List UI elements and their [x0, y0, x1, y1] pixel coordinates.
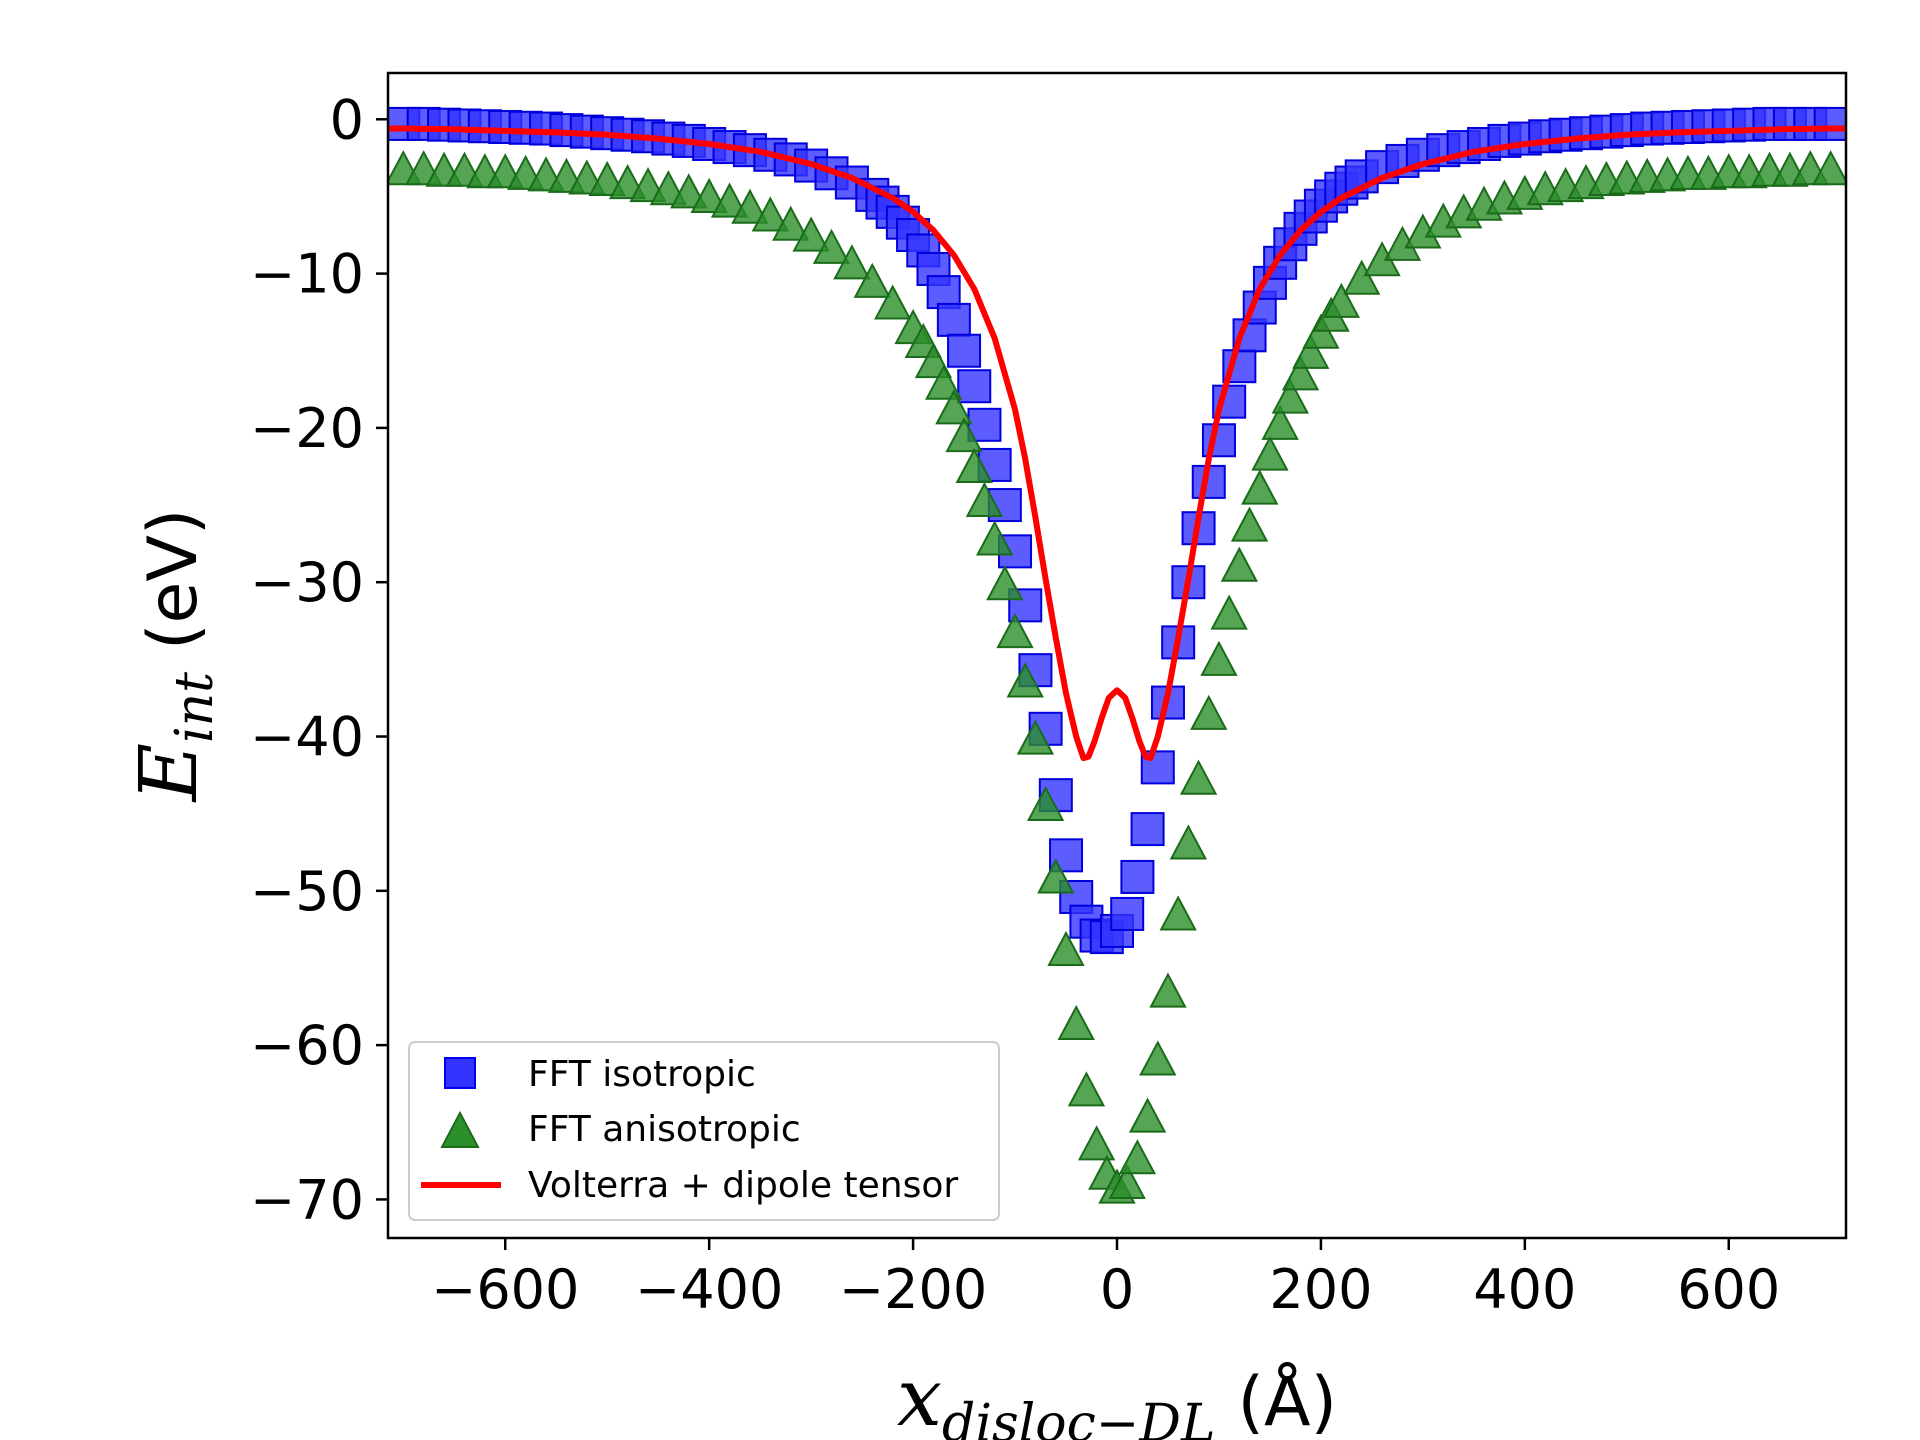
svg-text:Eint(eV): Eint (eV): [122, 509, 225, 804]
y-tick-label: 0: [330, 88, 364, 151]
aniso-point: [670, 173, 708, 209]
aniso-point: [1241, 469, 1279, 505]
y-axis-title: Eint (eV): [122, 509, 225, 804]
legend-label-isotropic: FFT isotropic: [528, 1054, 756, 1095]
y-tick-label: −50: [250, 860, 364, 923]
x-axis-var: x: [897, 1351, 942, 1440]
aniso-point: [751, 196, 790, 232]
y-axis-sub: int: [165, 672, 225, 743]
aniso-point: [833, 244, 871, 280]
aniso-point: [1057, 1004, 1095, 1041]
y-tick-label: −70: [250, 1168, 364, 1231]
x-tick-label: 400: [1473, 1258, 1576, 1321]
legend: FFT isotropic FFT anisotropic Volterra +…: [408, 1041, 1000, 1221]
aniso-point: [1169, 824, 1208, 860]
x-tick-label: 600: [1677, 1258, 1780, 1321]
aniso-point: [792, 216, 830, 252]
aniso-point: [1016, 719, 1055, 755]
iso-point: [957, 369, 992, 404]
aniso-point: [925, 364, 963, 400]
y-tick-label: −10: [250, 243, 364, 306]
aniso-point: [1077, 1125, 1116, 1161]
y-axis-unit: (eV): [134, 509, 213, 650]
x-tick-label: 0: [1100, 1258, 1134, 1321]
aniso-point: [935, 389, 973, 425]
aniso-point: [1261, 404, 1299, 440]
x-tick-label: 200: [1269, 1258, 1372, 1321]
aniso-point: [1037, 858, 1075, 894]
aniso-point: [812, 228, 851, 264]
x-tick-label: −200: [839, 1258, 987, 1321]
aniso-point: [975, 520, 1014, 556]
x-axis-title: xdisloc−DL (Å): [897, 1351, 1337, 1440]
x-axis: −600 −400 −200 0 200 400 600: [431, 1238, 1780, 1321]
y-tick-label: −60: [250, 1014, 364, 1077]
aniso-point: [1812, 150, 1846, 186]
aniso-point: [965, 481, 1004, 517]
aniso-point: [1200, 640, 1238, 676]
aniso-point: [1108, 1163, 1146, 1199]
iso-point: [1120, 859, 1155, 894]
legend-marker-anisotropic: [440, 1110, 480, 1148]
aniso-point: [1281, 355, 1320, 391]
legend-label-anisotropic: FFT anisotropic: [528, 1109, 801, 1150]
aniso-point: [1179, 759, 1218, 795]
aniso-point: [690, 177, 728, 213]
aniso-point: [731, 188, 769, 224]
aniso-point: [1139, 1040, 1177, 1076]
aniso-point: [1292, 333, 1330, 369]
aniso-point: [1067, 1071, 1106, 1107]
x-axis-unit: (Å): [1238, 1361, 1338, 1440]
aniso-point: [1343, 259, 1381, 295]
volterra-line: [388, 125, 1846, 762]
iso-point: [936, 302, 971, 337]
iso-point: [1130, 812, 1165, 847]
x-axis-sub: disloc−DL: [942, 1394, 1215, 1440]
iso-point: [947, 333, 982, 368]
y-axis: 0 −10 −20 −30 −40 −50 −60 −70: [250, 88, 388, 1231]
aniso-point: [1220, 546, 1259, 582]
iso-point: [1813, 106, 1846, 141]
aniso-point: [1047, 930, 1085, 966]
aniso-point: [1210, 594, 1248, 630]
legend-label-volterra: Volterra + dipole tensor: [528, 1165, 958, 1206]
aniso-point: [1149, 972, 1187, 1008]
aniso-point: [986, 565, 1024, 601]
aniso-point: [1128, 1097, 1167, 1133]
aniso-point: [1118, 1139, 1157, 1175]
x-tick-label: −400: [635, 1258, 783, 1321]
aniso-point: [1026, 785, 1065, 821]
aniso-point: [945, 417, 983, 453]
aniso-point: [1271, 378, 1309, 414]
aniso-point: [710, 182, 749, 218]
aniso-point: [955, 447, 993, 484]
aniso-point: [1159, 895, 1197, 931]
aniso-point: [1322, 282, 1360, 318]
aniso-point: [1230, 506, 1269, 542]
x-tick-label: −600: [431, 1258, 579, 1321]
y-tick-label: −30: [250, 551, 364, 614]
aniso-point: [772, 205, 810, 241]
aniso-point: [996, 612, 1034, 649]
series-volterra-dipole: [388, 125, 1846, 762]
aniso-point: [1190, 694, 1228, 730]
legend-box: [408, 1041, 1000, 1221]
aniso-point: [1006, 662, 1044, 698]
aniso-point: [874, 284, 912, 320]
svg-text:xdisloc−DL(Å): xdisloc−DL (Å): [897, 1351, 1337, 1440]
series-fft-anisotropic: [388, 150, 1846, 1204]
legend-marker-isotropic: [444, 1057, 476, 1089]
iso-point: [1110, 896, 1145, 931]
aniso-point: [1251, 435, 1289, 471]
y-tick-label: −20: [250, 397, 364, 460]
aniso-point: [853, 262, 891, 298]
y-tick-label: −40: [250, 706, 364, 769]
y-axis-var: E: [122, 743, 215, 803]
